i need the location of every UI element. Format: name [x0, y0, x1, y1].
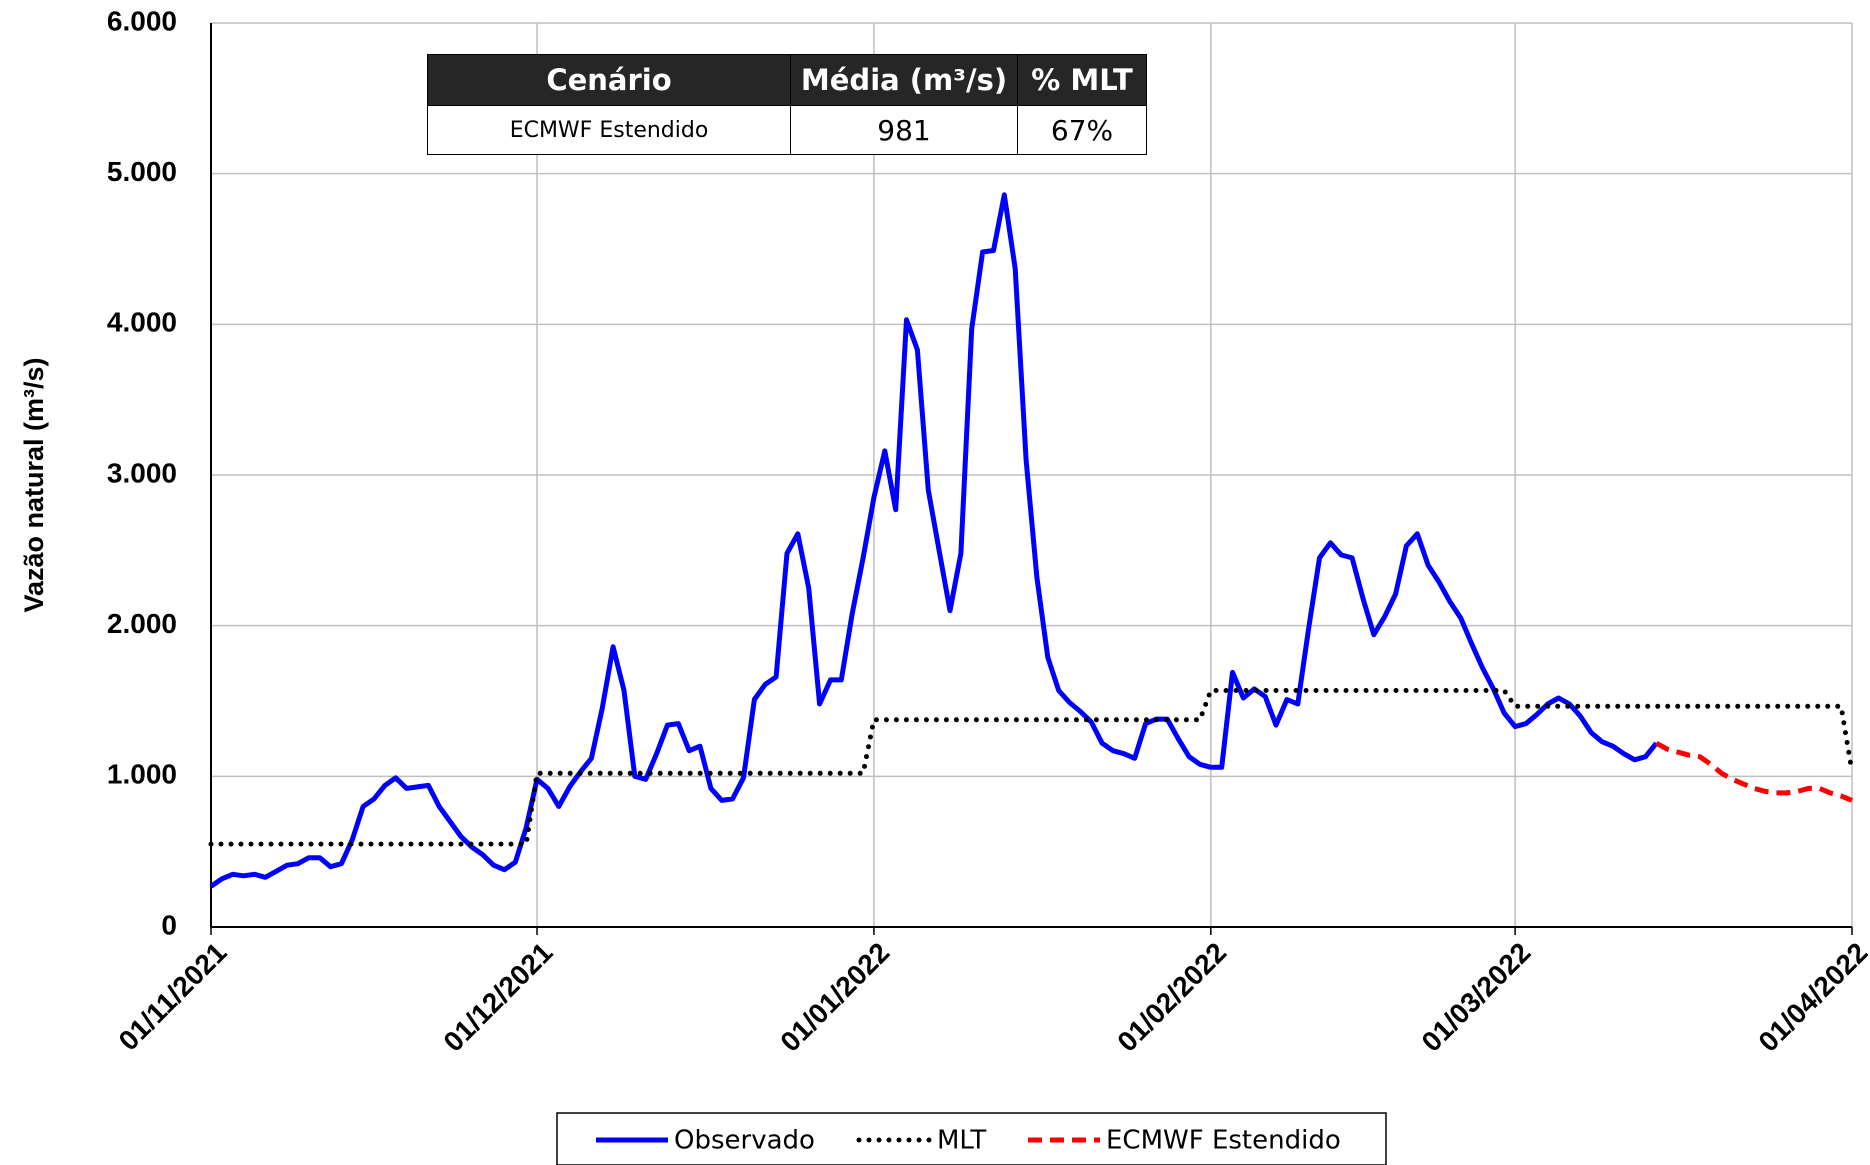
x-tick-label: 01/12/2021	[437, 937, 558, 1058]
x-tick-label: 01/01/2022	[774, 937, 895, 1058]
x-tick-label: 01/03/2022	[1416, 937, 1537, 1058]
legend-label: MLT	[937, 1126, 986, 1156]
y-axis-title: Vazão natural (m³/s)	[19, 357, 49, 612]
series-line	[208, 688, 1855, 847]
summary-table: Cenário Média (m³/s) % MLT ECMWF Estendi…	[427, 54, 1147, 155]
legend-label: Observado	[674, 1126, 815, 1156]
series-line	[1655, 741, 1853, 803]
x-tick-label: 01/11/2021	[113, 937, 233, 1057]
table-cell: ECMWF Estendido	[427, 105, 791, 155]
y-tick-label: 2.000	[107, 608, 177, 639]
table-row: ECMWF Estendido 981 67%	[427, 105, 1147, 155]
header-cell: % MLT	[1017, 54, 1147, 106]
table-header: Cenário Média (m³/s) % MLT	[427, 54, 1147, 106]
y-tick-label: 1.000	[107, 759, 177, 790]
table-cell: 67%	[1017, 105, 1147, 155]
y-tick-label: 5.000	[107, 156, 177, 187]
legend-label: ECMWF Estendido	[1106, 1126, 1341, 1156]
legend-box	[556, 1112, 1387, 1165]
y-tick-label: 0	[161, 909, 177, 940]
y-tick-label: 6.000	[107, 5, 177, 36]
table-cell: 981	[790, 105, 1018, 155]
header-cell: Cenário	[427, 54, 791, 106]
x-tick-label: 01/02/2022	[1111, 937, 1232, 1058]
series-line	[209, 192, 1659, 889]
header-cell: Média (m³/s)	[790, 54, 1018, 106]
y-tick-label: 3.000	[107, 457, 177, 488]
y-tick-label: 4.000	[107, 307, 177, 338]
x-tick-label: 01/04/2022	[1752, 937, 1870, 1058]
